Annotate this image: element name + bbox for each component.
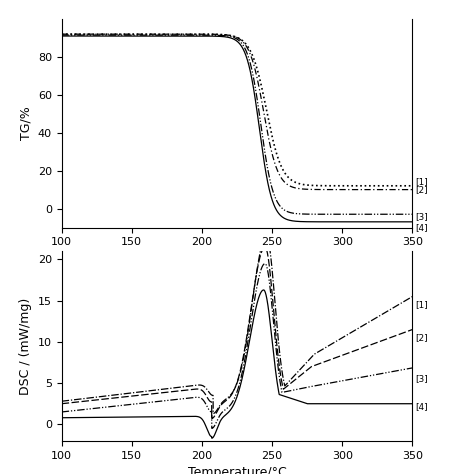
- Y-axis label: DSC / (mW/mg): DSC / (mW/mg): [19, 297, 32, 395]
- Text: [1]: [1]: [415, 301, 428, 310]
- Text: [1]: [1]: [415, 178, 428, 186]
- Text: [2]: [2]: [415, 333, 428, 342]
- Text: [2]: [2]: [415, 185, 428, 194]
- Text: [3]: [3]: [415, 374, 428, 383]
- Y-axis label: TG/%: TG/%: [19, 106, 32, 140]
- Text: [4]: [4]: [415, 401, 428, 410]
- Text: [4]: [4]: [415, 223, 428, 232]
- X-axis label: Temperature/°C: Temperature/°C: [188, 466, 286, 474]
- Text: [3]: [3]: [415, 213, 428, 221]
